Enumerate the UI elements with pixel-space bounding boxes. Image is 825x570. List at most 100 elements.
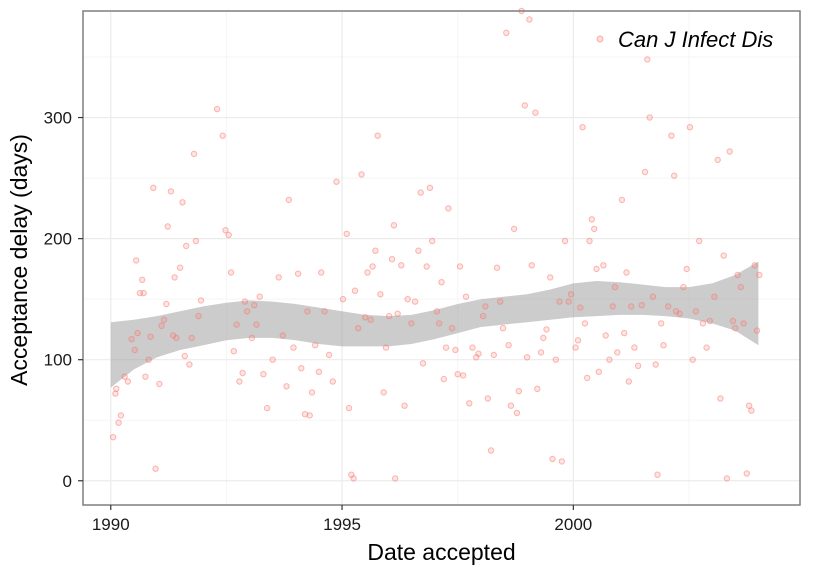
data-point — [510, 225, 518, 233]
data-point — [294, 270, 302, 277]
data-point — [398, 262, 405, 269]
data-point — [374, 132, 381, 139]
data-point — [658, 320, 665, 327]
data-point — [641, 168, 649, 176]
data-point — [134, 329, 141, 337]
data-point — [671, 172, 678, 179]
data-point — [423, 263, 430, 270]
data-point — [164, 223, 171, 230]
data-point — [382, 344, 390, 351]
data-point — [743, 470, 750, 477]
data-point — [325, 351, 333, 359]
data-point — [438, 279, 445, 286]
data-points — [109, 7, 763, 482]
data-point — [711, 293, 718, 300]
data-point — [466, 400, 473, 407]
x-tick-label: 1990 — [92, 515, 130, 534]
data-point — [654, 471, 661, 478]
data-point — [493, 264, 501, 271]
legend-key-marker — [596, 35, 604, 43]
data-point — [171, 274, 178, 281]
data-point — [128, 335, 135, 343]
data-point — [660, 342, 667, 349]
data-point — [523, 354, 531, 361]
data-point — [140, 289, 147, 297]
data-point — [390, 222, 398, 229]
data-point — [552, 356, 559, 363]
data-point — [339, 296, 347, 303]
data-point — [358, 171, 365, 178]
data-point — [487, 447, 495, 454]
data-point — [158, 322, 165, 329]
data-point — [369, 263, 376, 270]
data-point — [625, 378, 632, 385]
data-point — [263, 404, 271, 412]
data-point — [225, 231, 232, 239]
data-point — [167, 188, 175, 195]
data-point — [404, 296, 411, 303]
data-point — [269, 356, 276, 363]
data-point — [145, 356, 152, 363]
data-point — [133, 257, 140, 264]
data-point — [579, 124, 586, 131]
x-tick-label: 1995 — [323, 515, 361, 534]
data-point — [628, 303, 635, 310]
data-point — [600, 262, 607, 269]
data-point — [367, 316, 374, 323]
data-point — [350, 475, 357, 482]
data-point — [312, 342, 319, 349]
data-point — [150, 184, 157, 192]
data-point — [668, 132, 675, 139]
data-point — [445, 205, 452, 212]
data-point — [462, 293, 470, 300]
data-point — [720, 252, 727, 259]
data-point — [304, 308, 311, 315]
data-point — [572, 344, 579, 351]
data-point — [147, 333, 154, 340]
data-point — [609, 303, 616, 310]
data-point — [638, 302, 645, 309]
data-point — [593, 265, 600, 273]
data-point — [256, 293, 263, 300]
data-point — [689, 356, 696, 363]
data-point — [290, 344, 297, 351]
data-point — [577, 304, 584, 311]
data-point — [426, 184, 434, 192]
data-point — [549, 455, 556, 463]
data-point — [260, 371, 267, 378]
data-point — [345, 404, 353, 412]
smooth-confidence-band — [110, 261, 759, 388]
data-point — [482, 303, 489, 310]
data-point — [408, 320, 415, 327]
y-axis-ticks: 0 100 200 300 — [44, 109, 83, 491]
data-point — [121, 373, 128, 380]
data-point — [621, 329, 628, 337]
data-point — [333, 178, 340, 185]
data-point — [748, 407, 755, 414]
y-tick-label: 0 — [63, 472, 72, 491]
data-point — [490, 351, 497, 359]
data-point — [411, 298, 419, 305]
data-point — [706, 317, 713, 325]
data-point — [521, 102, 528, 109]
data-point — [222, 227, 229, 234]
data-point — [152, 465, 159, 472]
data-point — [298, 365, 305, 372]
data-point — [699, 320, 707, 327]
x-axis-title: Date accepted — [367, 539, 515, 565]
data-point — [611, 283, 619, 291]
data-point — [386, 312, 393, 320]
data-point — [565, 298, 572, 305]
data-point — [392, 475, 399, 482]
data-point — [537, 349, 545, 356]
data-point — [646, 114, 653, 121]
data-point — [197, 297, 205, 304]
data-point — [756, 271, 763, 279]
data-point — [448, 325, 456, 332]
data-point — [113, 385, 120, 392]
data-point — [618, 196, 626, 204]
x-tick-label: 2000 — [554, 515, 592, 534]
data-point — [442, 344, 450, 351]
data-point — [343, 230, 350, 238]
data-point — [714, 156, 721, 164]
